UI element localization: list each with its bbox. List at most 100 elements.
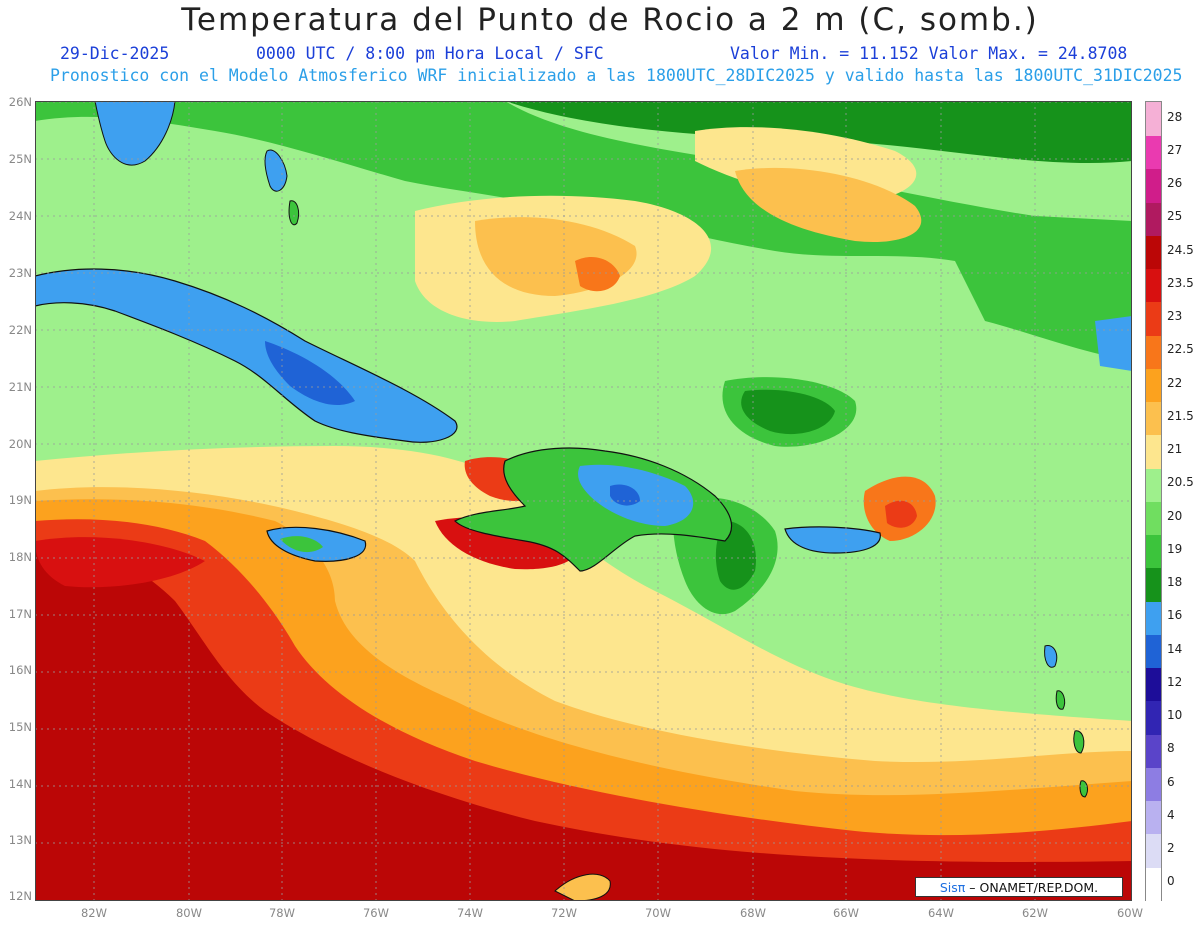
lat-label: 17N — [8, 607, 32, 621]
lat-label: 15N — [8, 720, 32, 734]
lat-label: 23N — [8, 266, 32, 280]
colorbar-swatch — [1146, 268, 1161, 303]
colorbar-label: 18 — [1167, 575, 1183, 590]
colorbar — [1145, 101, 1162, 901]
sispi-logo: Sisπ — [939, 880, 966, 895]
lat-label: 14N — [8, 777, 32, 791]
colorbar-swatch — [1146, 135, 1161, 170]
lon-label: 74W — [456, 906, 483, 920]
colorbar-swatch — [1146, 866, 1161, 901]
region-dewpoint-18 — [505, 101, 1132, 164]
lat-label: 25N — [8, 152, 32, 166]
bahamas-island — [288, 200, 300, 226]
colorbar-swatch — [1146, 767, 1161, 801]
lat-label: 20N — [8, 437, 32, 451]
colorbar-swatch — [1146, 733, 1161, 768]
colorbar-label: 22 — [1167, 375, 1183, 390]
colorbar-label: 4 — [1167, 807, 1175, 822]
forecast-date: 29-Dic-2025 — [60, 44, 170, 63]
colorbar-swatch — [1146, 534, 1161, 569]
colorbar-label: 10 — [1167, 708, 1183, 723]
region-dewpoint-16-east — [1095, 316, 1132, 371]
colorbar-swatch — [1146, 434, 1161, 469]
cuba-interior — [265, 341, 355, 406]
colorbar-label: 27 — [1167, 142, 1183, 157]
colorbar-swatch — [1146, 567, 1161, 602]
lon-label: 78W — [268, 906, 295, 920]
lat-label: 13N — [8, 833, 32, 847]
forecast-time: 0000 UTC / 8:00 pm Hora Local / SFC — [256, 44, 604, 63]
region-dewpoint-18-central — [741, 389, 835, 435]
bahamas-andros — [264, 149, 288, 192]
lon-label: 70W — [644, 906, 671, 920]
lon-label: 60W — [1116, 906, 1143, 920]
colorbar-swatch — [1146, 833, 1161, 868]
lat-label: 24N — [8, 209, 32, 223]
florida-land — [94, 101, 176, 166]
region-dewpoint-22-5 — [575, 256, 620, 292]
martinique-land — [1073, 730, 1085, 754]
region-dewpoint-21-5-ne — [735, 167, 922, 242]
colorbar-label: 2 — [1167, 841, 1175, 856]
lat-label: 19N — [8, 493, 32, 507]
colorbar-swatch — [1146, 700, 1161, 735]
colorbar-swatch — [1146, 501, 1161, 535]
colorbar-label: 28 — [1167, 109, 1183, 124]
min-max-values: Valor Min. = 11.152 Valor Max. = 24.8708 — [730, 44, 1128, 63]
colorbar-label: 6 — [1167, 774, 1175, 789]
region-dewpoint-24-5-south — [35, 541, 1132, 901]
colorbar-label: 20.5 — [1167, 475, 1194, 490]
colorbar-label: 21 — [1167, 442, 1183, 457]
region-dewpoint-23-5-west — [35, 537, 205, 588]
dewpoint-map — [35, 101, 1132, 901]
lat-label: 18N — [8, 550, 32, 564]
colorbar-swatch — [1146, 467, 1161, 502]
hispaniola-core — [610, 484, 640, 506]
lon-label: 82W — [80, 906, 107, 920]
lon-label: 72W — [550, 906, 577, 920]
colorbar-label: 26 — [1167, 176, 1183, 191]
colorbar-label: 16 — [1167, 608, 1183, 623]
colorbar-label: 8 — [1167, 741, 1175, 756]
colorbar-label: 25 — [1167, 209, 1183, 224]
credit-text: – ONAMET/REP.DOM. — [969, 880, 1099, 895]
lon-label: 64W — [927, 906, 954, 920]
colorbar-swatch — [1146, 600, 1161, 635]
colorbar-label: 24.5 — [1167, 242, 1194, 257]
lat-label: 26N — [8, 95, 32, 109]
colorbar-label: 23.5 — [1167, 275, 1194, 290]
model-info: Pronostico con el Modelo Atmosferico WRF… — [50, 66, 1183, 85]
colorbar-label: 21.5 — [1167, 408, 1194, 423]
lon-label: 68W — [739, 906, 766, 920]
lat-label: 16N — [8, 663, 32, 677]
colorbar-swatch — [1146, 102, 1161, 136]
map-title: Temperatura del Punto de Rocio a 2 m (C,… — [181, 2, 1039, 38]
lat-label: 21N — [8, 380, 32, 394]
st-lucia-land — [1079, 780, 1089, 798]
colorbar-swatch — [1146, 368, 1161, 402]
credit-box: Sisπ – ONAMET/REP.DOM. — [915, 877, 1123, 897]
colorbar-label: 14 — [1167, 641, 1183, 656]
colorbar-swatch — [1146, 168, 1161, 203]
puerto-rico-land — [784, 526, 881, 554]
jamaica-highlands — [280, 536, 323, 553]
lon-label: 76W — [362, 906, 389, 920]
lat-label: 22N — [8, 323, 32, 337]
colorbar-label: 19 — [1167, 541, 1183, 556]
grid-lines — [35, 101, 1132, 901]
colorbar-label: 20 — [1167, 508, 1183, 523]
colorbar-swatch — [1146, 800, 1161, 835]
colorbar-swatch — [1146, 334, 1161, 369]
lon-label: 62W — [1021, 906, 1048, 920]
colorbar-swatch — [1146, 401, 1161, 436]
region-dewpoint-23-east — [885, 500, 917, 528]
colorbar-label: 12 — [1167, 674, 1183, 689]
colorbar-label: 22.5 — [1167, 342, 1194, 357]
dominica-land — [1055, 690, 1066, 710]
colorbar-swatch — [1146, 667, 1161, 702]
lon-label: 80W — [175, 906, 202, 920]
colorbar-label: 23 — [1167, 309, 1183, 324]
colorbar-swatch — [1146, 634, 1161, 668]
colorbar-label: 0 — [1167, 874, 1175, 889]
lat-label: 12N — [8, 889, 32, 903]
